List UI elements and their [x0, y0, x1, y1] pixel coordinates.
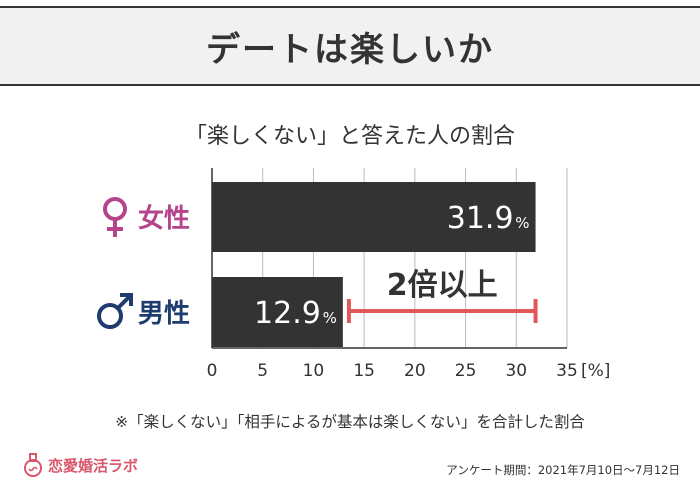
bar	[212, 277, 343, 347]
page-title: デートは楽しいか	[206, 29, 494, 70]
data-label-unit: %	[515, 214, 529, 232]
header-banner: デートは楽しいか	[0, 6, 700, 86]
x-tick-label: 30	[505, 361, 527, 381]
x-tick-label: 0	[207, 361, 218, 381]
category-label: 男性	[138, 299, 190, 329]
data-label: 12.9	[254, 296, 321, 331]
category-label: 女性	[138, 203, 190, 234]
brand-logo: 恋愛婚活ラボ	[22, 452, 138, 478]
x-tick-label: 5	[257, 361, 268, 381]
x-tick-label: 15	[353, 361, 375, 381]
data-label-unit: %	[323, 309, 337, 327]
bar	[212, 182, 536, 252]
brand-name: 恋愛婚活ラボ	[48, 456, 139, 475]
annotation-label: 2倍以上	[387, 268, 498, 303]
x-tick-label: 35	[556, 361, 578, 381]
male-icon	[97, 293, 133, 329]
footnote: ※「楽しくない」「相手によるが基本は楽しくない」を合計した割合	[115, 413, 585, 431]
x-tick-label: 25	[455, 361, 477, 381]
chart-title: 「楽しくない」と答えた人の割合	[184, 124, 515, 149]
female-icon	[103, 197, 127, 237]
x-tick-label: 10	[303, 361, 325, 381]
data-label: 31.9	[447, 201, 514, 236]
x-tick-label: 20	[404, 361, 426, 381]
survey-period: アンケート期間：2021年7月10日〜7月12日	[446, 463, 680, 477]
x-unit-label: [%]	[581, 361, 610, 381]
flask-icon	[24, 453, 42, 477]
